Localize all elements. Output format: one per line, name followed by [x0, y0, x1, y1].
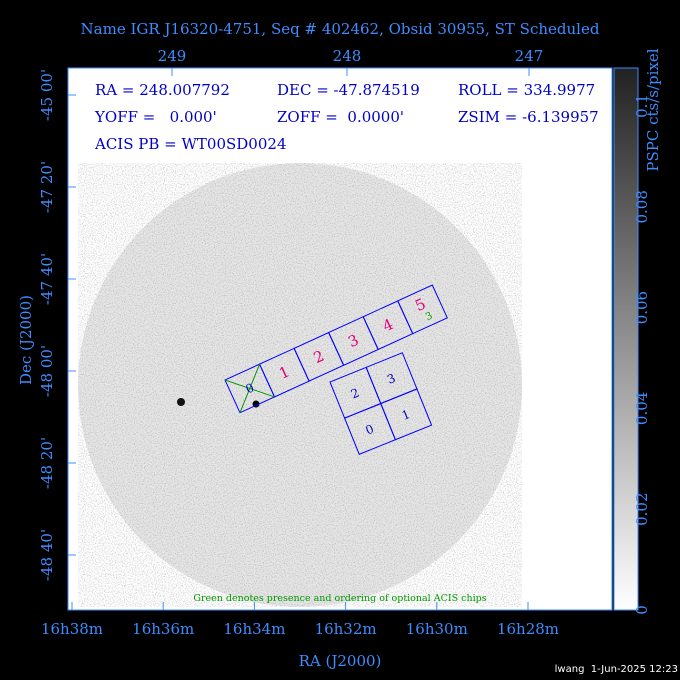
colorbar-tick-label: 0.08 [633, 190, 651, 223]
bottom-tick-label: 16h36m [132, 620, 194, 638]
bottom-tick-label: 16h32m [315, 620, 377, 638]
info-acis: ACIS PB = WT00SD0024 [94, 135, 286, 153]
colorbar-tick-label: 0.04 [633, 392, 651, 425]
left-tick-label: -48 40' [38, 529, 56, 581]
top-tick-label: 248 [333, 47, 362, 65]
left-tick-label: -47 40' [38, 253, 56, 305]
info-yoff: YOFF = 0.000' [94, 108, 217, 126]
left-tick-label: -45 00' [38, 69, 56, 121]
colorbar [613, 67, 639, 611]
top-tick-label: 247 [515, 47, 544, 65]
bottom-tick-label: 16h34m [223, 620, 285, 638]
info-roll: ROLL = 334.9977 [458, 81, 595, 99]
footer: lwang 1-Jun-2025 12:23 [555, 664, 678, 675]
top-tick-label: 249 [158, 47, 187, 65]
optional-chip-label: 3 [424, 310, 434, 323]
colorbar-tick-label: 0.06 [633, 291, 651, 324]
info-zoff: ZOFF = 0.0000' [277, 108, 404, 126]
bottom-tick-label: 16h30m [406, 620, 468, 638]
source [177, 398, 185, 406]
colorbar-tick-label: 0 [633, 605, 651, 615]
y-axis-label: Dec (J2000) [17, 295, 35, 385]
info-ra: RA = 248.007792 [95, 81, 230, 99]
left-tick-label: -48 20' [38, 437, 56, 489]
colorbar-tick-label: 0.02 [633, 492, 651, 525]
plot-frame [67, 67, 613, 611]
colorbar-label: PSPC cts/s/pixel [644, 48, 662, 171]
bottom-tick-label: 16h38m [41, 620, 103, 638]
left-tick-label: -47 20' [38, 161, 56, 213]
note: Green denotes presence and ordering of o… [193, 593, 486, 604]
x-axis-label: RA (J2000) [299, 652, 382, 670]
colorbar-tick-label: 0.1 [633, 94, 651, 118]
info-dec: DEC = -47.874519 [277, 81, 420, 99]
left-tick-label: -48 00' [38, 345, 56, 397]
title: Name IGR J16320-4751, Seq # 402462, Obsi… [81, 20, 600, 38]
info-zsim: ZSIM = -6.139957 [458, 108, 599, 126]
bottom-tick-label: 16h28m [497, 620, 559, 638]
